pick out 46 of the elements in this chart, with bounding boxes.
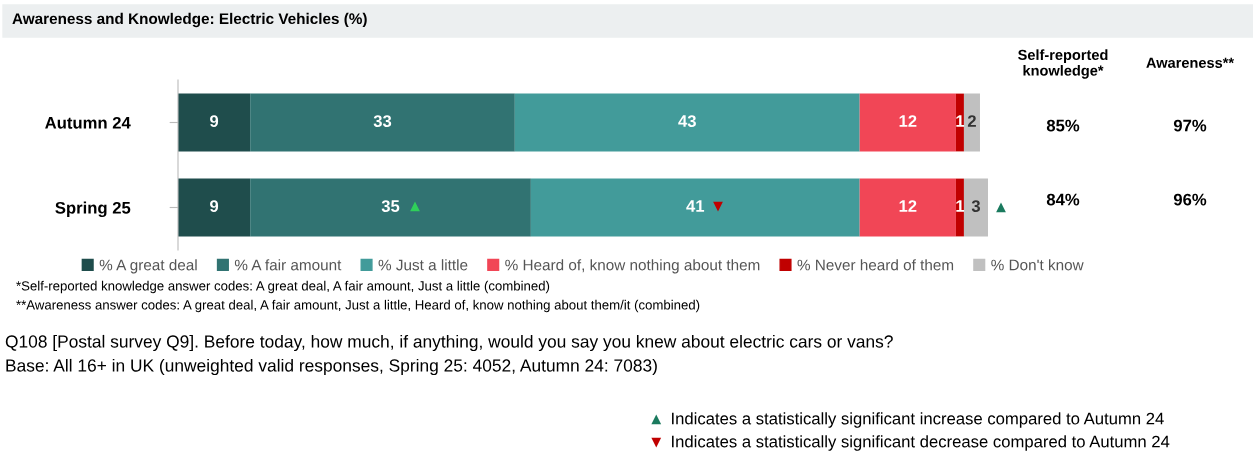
bar bbox=[859, 93, 956, 152]
text: 84% bbox=[1046, 193, 1080, 206]
text: ▲ bbox=[996, 202, 1006, 213]
chart-title: Awareness and Knowledge: Electric Vehicles (%) bbox=[12, 12, 367, 28]
data-label: 35 bbox=[381, 200, 400, 212]
bar bbox=[859, 178, 956, 237]
text: ▲ Indicates a statistically significant increase compared to Autumn 24 bbox=[651, 412, 1164, 428]
data-label: 9 bbox=[210, 200, 219, 212]
data-label: 33 bbox=[373, 115, 392, 127]
data-label: 1 bbox=[956, 115, 965, 127]
text: 97% bbox=[1173, 119, 1207, 132]
data-label: 2 bbox=[967, 115, 976, 127]
text: **Awareness answer codes: A great deal, A fair amount, Just a little, Heard of, know nothing about them/it (combined) bbox=[16, 299, 700, 313]
data-label: 1 bbox=[956, 200, 965, 212]
data-label: 12 bbox=[899, 115, 917, 127]
bar bbox=[250, 178, 531, 237]
data-label: 43 bbox=[678, 115, 696, 127]
legend-label: % A great deal bbox=[99, 259, 197, 274]
text: Self-reported knowledge* bbox=[1018, 49, 1108, 79]
legend-label: % Never heard of them bbox=[797, 259, 954, 271]
text: Base: All 16+ in UK (unweighted valid responses, Spring 25: 4052, Autumn 24: 7083) bbox=[6, 358, 657, 376]
annotation: ▲ bbox=[410, 201, 420, 212]
bar bbox=[530, 178, 860, 237]
legend-label: % Just a little bbox=[378, 259, 468, 271]
text: Q108 [Postal survey Q9]. Before today, how much, if anything, would you say you knew about electric cars or vans? bbox=[5, 334, 893, 352]
text: *Self-reported knowledge answer codes: A great deal, A fair amount, Just a little (combined) bbox=[16, 280, 550, 294]
bar bbox=[963, 178, 988, 237]
y-tick-label: Autumn 24 bbox=[45, 116, 131, 129]
text: 85% bbox=[1046, 119, 1080, 132]
legend-label: % Don't know bbox=[991, 259, 1084, 271]
bar bbox=[178, 178, 251, 237]
bar bbox=[178, 93, 251, 152]
annotation: ▼ bbox=[713, 201, 723, 212]
bar bbox=[250, 93, 515, 152]
legend-label: % A fair amount bbox=[234, 259, 342, 271]
data-label: 12 bbox=[899, 200, 917, 212]
data-label: 9 bbox=[210, 115, 219, 127]
data-label: 3 bbox=[971, 200, 980, 212]
text: 96% bbox=[1173, 193, 1207, 206]
text: Awareness** bbox=[1146, 57, 1235, 68]
legend-label: % Heard of, know nothing about them bbox=[505, 259, 760, 274]
data-label: 41 bbox=[686, 200, 705, 212]
bar bbox=[963, 93, 980, 152]
y-tick-label: Spring 25 bbox=[55, 201, 131, 218]
bar bbox=[514, 93, 860, 152]
text: ▼ Indicates a statistically significant decrease compared to Autumn 24 bbox=[651, 435, 1170, 451]
